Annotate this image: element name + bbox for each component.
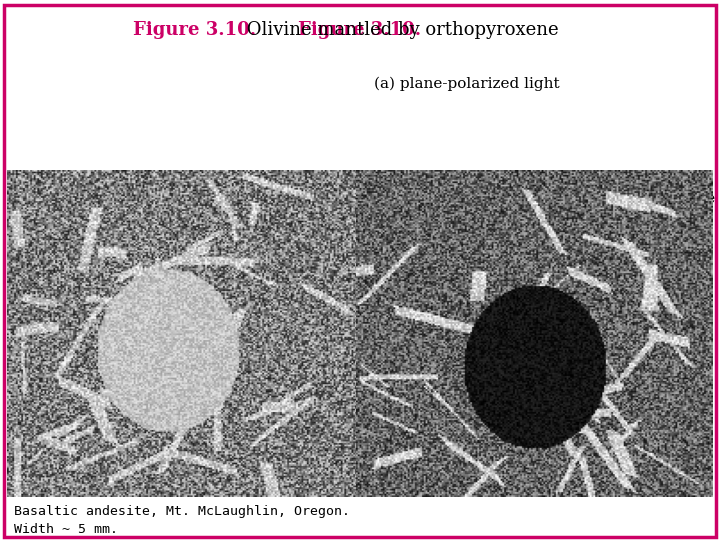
Bar xyxy=(7,170,364,497)
Text: Olivine mantled by orthopyroxene: Olivine mantled by orthopyroxene xyxy=(241,21,559,39)
Text: (b): (b) xyxy=(374,192,400,206)
Text: Basaltic andesite, Mt. McLaughlin, Oregon.
Width ~ 5 mm.
© John Winter and Prent: Basaltic andesite, Mt. McLaughlin, Orego… xyxy=(14,505,351,540)
Text: (a) plane-polarized light: (a) plane-polarized light xyxy=(374,77,560,91)
Text: Figure 3.10.: Figure 3.10. xyxy=(298,21,422,39)
Text: crossed nicols: olivine is extinct and the
pyroxenes stand out clearly.: crossed nicols: olivine is extinct and t… xyxy=(401,192,715,222)
Text: Figure 3.10.: Figure 3.10. xyxy=(133,21,256,39)
